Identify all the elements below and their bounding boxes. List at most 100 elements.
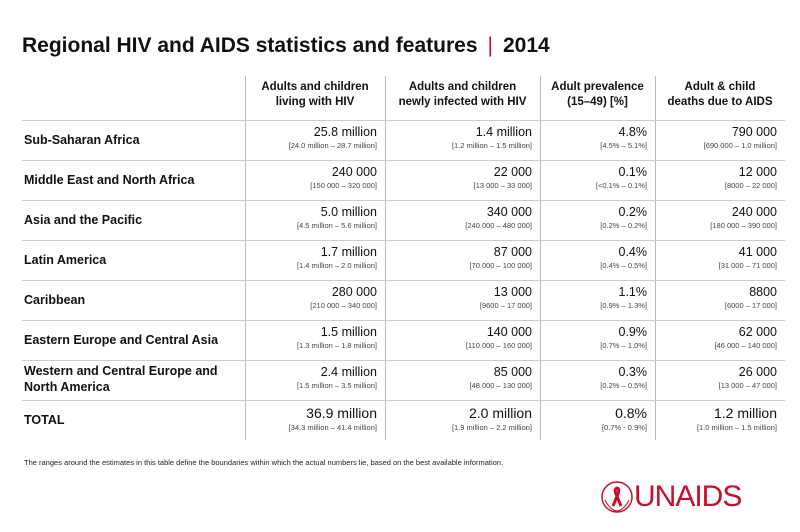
cell-value: 8800 bbox=[749, 285, 777, 299]
cell-value: 25.8 million bbox=[313, 125, 377, 139]
cell-range: [0.7% - 0.9%] bbox=[601, 423, 647, 432]
cell-range: [9600 – 17 000] bbox=[479, 301, 532, 310]
table-cell: 790 000 [690 000 – 1.0 million] bbox=[655, 125, 777, 151]
cell-range: [0.7% – 1.0%] bbox=[600, 341, 647, 350]
cell-value: 340 000 bbox=[486, 205, 532, 219]
table-cell: 2.4 million [1.5 million – 3.5 million] bbox=[245, 365, 377, 391]
cell-value: 0.9% bbox=[618, 325, 648, 339]
table-cell: 36.9 million [34.3 million – 41.4 million… bbox=[245, 405, 377, 433]
cell-value: 2.0 million bbox=[468, 405, 532, 421]
cell-value: 85 000 bbox=[493, 365, 532, 379]
row-label: Asia and the Pacific bbox=[24, 213, 143, 227]
cell-value: 790 000 bbox=[731, 125, 777, 139]
cell-range: [6000 – 17 000] bbox=[724, 301, 777, 310]
table-cell: 8800 [6000 – 17 000] bbox=[655, 285, 777, 311]
cell-value: 1.5 million bbox=[320, 325, 377, 339]
cell-range: [4.5% – 5.1%] bbox=[600, 141, 647, 150]
cell-range: [4.5 million – 5.6 million] bbox=[296, 221, 377, 230]
column-header-line: (15–49) [%] bbox=[567, 96, 628, 108]
table-cell: 2.0 million [1.9 million – 2.2 million] bbox=[385, 405, 532, 433]
column-divider bbox=[385, 76, 386, 440]
cell-range: [0.9% – 1.3%] bbox=[600, 301, 647, 310]
cell-range: [1.5 million – 3.5 million] bbox=[296, 381, 377, 390]
cell-range: [13 000 – 33 000] bbox=[473, 181, 532, 190]
cell-value: 2.4 million bbox=[320, 365, 377, 379]
table-cell: 1.5 million [1.3 million – 1.8 million] bbox=[245, 325, 377, 351]
table-cell: 0.2% [0.2% – 0.2%] bbox=[540, 205, 647, 231]
column-header: Adults and children newly infected with H… bbox=[385, 80, 540, 110]
row-divider bbox=[22, 160, 785, 161]
cell-value: 0.3% bbox=[618, 365, 648, 379]
cell-value: 1.1% bbox=[618, 285, 648, 299]
cell-value: 0.4% bbox=[618, 245, 648, 259]
column-header-line: Adult & child bbox=[684, 81, 756, 93]
row-label: Western and Central Europe and North Ame… bbox=[24, 364, 218, 394]
cell-range: [210 000 – 340 000] bbox=[310, 301, 377, 310]
cell-value: 240 000 bbox=[731, 205, 777, 219]
table-cell: 1.1% [0.9% – 1.3%] bbox=[540, 285, 647, 311]
column-header: Adults and children living with HIV bbox=[245, 80, 385, 110]
logo: UNAIDS bbox=[600, 480, 742, 514]
cell-value: 1.7 million bbox=[320, 245, 377, 259]
cell-value: 4.8% bbox=[618, 125, 648, 139]
row-divider bbox=[22, 280, 785, 281]
cell-range: [1.2 million – 1.5 million] bbox=[451, 141, 532, 150]
cell-range: [34.3 million – 41.4 million] bbox=[288, 423, 377, 432]
cell-range: [1.0 million – 1.5 million] bbox=[696, 423, 777, 432]
row-divider bbox=[22, 240, 785, 241]
title-separator: | bbox=[487, 34, 493, 57]
cell-value: 41 000 bbox=[738, 245, 777, 259]
table-cell: 0.9% [0.7% – 1.0%] bbox=[540, 325, 647, 351]
cell-range: [1.3 million – 1.8 million] bbox=[296, 341, 377, 350]
table-cell: 13 000 [9600 – 17 000] bbox=[385, 285, 532, 311]
table-cell: 0.4% [0.4% – 0.5%] bbox=[540, 245, 647, 271]
column-divider bbox=[655, 76, 656, 440]
title-year: 2014 bbox=[502, 34, 550, 57]
footnote: The ranges around the estimates in this … bbox=[24, 458, 504, 467]
row-label: Caribbean bbox=[24, 293, 86, 307]
table-cell: 41 000 [31 000 – 71 000] bbox=[655, 245, 777, 271]
row-label: TOTAL bbox=[24, 413, 65, 427]
cell-value: 5.0 million bbox=[320, 205, 377, 219]
column-header-line: Adult prevalence bbox=[551, 81, 644, 93]
cell-range: [46 000 – 140 000] bbox=[714, 341, 777, 350]
column-divider bbox=[245, 76, 246, 440]
table-cell: 22 000 [13 000 – 33 000] bbox=[385, 165, 532, 191]
cell-value: 62 000 bbox=[738, 325, 777, 339]
column-header: Adult prevalence (15–49) [%] bbox=[540, 80, 655, 110]
cell-range: [1.9 million – 2.2 million] bbox=[451, 423, 532, 432]
cell-value: 13 000 bbox=[493, 285, 532, 299]
cell-range: [24.0 million – 28.7 million] bbox=[288, 141, 377, 150]
cell-value: 0.1% bbox=[618, 165, 648, 179]
cell-value: 36.9 million bbox=[306, 405, 377, 421]
cell-value: 240 000 bbox=[331, 165, 377, 179]
table-cell: 5.0 million [4.5 million – 5.6 million] bbox=[245, 205, 377, 231]
cell-range: [48 000 – 130 000] bbox=[469, 381, 532, 390]
cell-value: 87 000 bbox=[493, 245, 532, 259]
title-text: Regional HIV and AIDS statistics and fea… bbox=[22, 34, 478, 57]
cell-range: [13 000 – 47 000] bbox=[718, 381, 777, 390]
row-label: Middle East and North Africa bbox=[24, 173, 195, 187]
table-cell: 62 000 [46 000 – 140 000] bbox=[655, 325, 777, 351]
cell-range: [110 000 – 160 000] bbox=[465, 341, 532, 350]
table-cell: 240 000 [180 000 – 390 000] bbox=[655, 205, 777, 231]
table-cell: 240 000 [150 000 – 320 000] bbox=[245, 165, 377, 191]
table-cell: 280 000 [210 000 – 340 000] bbox=[245, 285, 377, 311]
column-header-line: deaths due to AIDS bbox=[667, 96, 773, 108]
table-cell: 12 000 [8000 – 22 000] bbox=[655, 165, 777, 191]
table-cell: 1.4 million [1.2 million – 1.5 million] bbox=[385, 125, 532, 151]
cell-range: [0.2% – 0.5%] bbox=[600, 381, 647, 390]
cell-value: 22 000 bbox=[493, 165, 532, 179]
table-cell: 0.8% [0.7% - 0.9%] bbox=[540, 405, 647, 433]
cell-range: [0.2% – 0.2%] bbox=[600, 221, 647, 230]
cell-range: [8000 – 22 000] bbox=[724, 181, 777, 190]
table-cell: 0.1% [<0.1% – 0.1%] bbox=[540, 165, 647, 191]
row-divider bbox=[22, 120, 785, 121]
row-divider bbox=[22, 400, 785, 401]
cell-value: 280 000 bbox=[331, 285, 377, 299]
cell-range: [1.4 million – 2.0 million] bbox=[296, 261, 377, 270]
cell-range: [150 000 – 320 000] bbox=[310, 181, 377, 190]
row-divider bbox=[22, 320, 785, 321]
row-label: Latin America bbox=[24, 253, 107, 267]
